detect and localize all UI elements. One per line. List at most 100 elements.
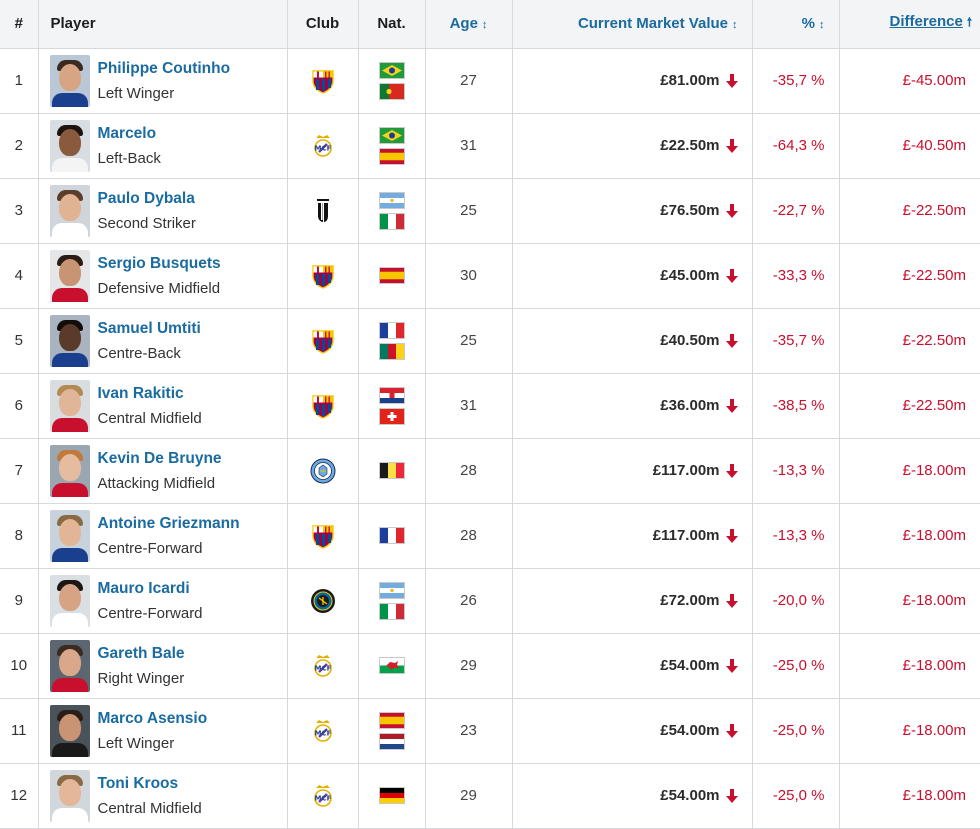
rank-cell: 6 bbox=[0, 373, 39, 439]
real-madrid-crest[interactable]: MCF bbox=[310, 718, 336, 744]
cameroon-flag-icon bbox=[379, 343, 404, 359]
header-player: Player bbox=[38, 0, 288, 49]
table-row: 12 Toni Kroos Central Midfield MCF 29 £5… bbox=[0, 763, 980, 829]
nationality-cell bbox=[358, 373, 426, 439]
croatia-flag-icon bbox=[379, 387, 404, 403]
percent-change-cell: -25,0 % bbox=[752, 698, 840, 764]
age: 31 bbox=[460, 397, 477, 414]
age: 25 bbox=[460, 332, 477, 349]
nationality-cell bbox=[358, 568, 426, 634]
fcb-crest[interactable] bbox=[310, 393, 336, 419]
player-name-link[interactable]: Samuel Umtiti bbox=[97, 319, 201, 337]
player-name-link[interactable]: Mauro Icardi bbox=[97, 579, 190, 597]
player-name-link[interactable]: Marco Asensio bbox=[97, 709, 208, 727]
club-cell: MCF bbox=[287, 763, 359, 829]
age: 26 bbox=[460, 592, 477, 609]
real-madrid-crest[interactable]: MCF bbox=[310, 653, 336, 679]
market-value-cell: £40.50m bbox=[512, 308, 753, 374]
rank: 8 bbox=[14, 527, 23, 544]
percent-change: -64,3 % bbox=[772, 137, 825, 154]
difference-cell: £-22.50m bbox=[839, 308, 980, 374]
france-flag-icon bbox=[379, 322, 404, 338]
percent-change: -35,7 % bbox=[772, 332, 825, 349]
man-city-crest[interactable] bbox=[310, 458, 336, 484]
header-age-sort[interactable]: Age ↕ bbox=[425, 0, 513, 49]
player-avatar[interactable] bbox=[49, 119, 90, 172]
percent-change-cell: -25,0 % bbox=[752, 763, 840, 829]
table-row: 5 Samuel Umtiti Centre-Back 25 £40.50m -… bbox=[0, 308, 980, 374]
market-value-cell: £22.50m bbox=[512, 113, 753, 179]
svg-text:MCF: MCF bbox=[314, 144, 331, 152]
percent-change: -20,0 % bbox=[772, 592, 825, 609]
player-avatar[interactable] bbox=[49, 314, 90, 367]
svg-text:MCF: MCF bbox=[314, 794, 331, 802]
player-name-link[interactable]: Kevin De Bruyne bbox=[97, 449, 222, 467]
argentina-flag-icon bbox=[379, 192, 404, 208]
juventus-crest[interactable] bbox=[310, 198, 336, 224]
real-madrid-crest[interactable]: MCF bbox=[310, 783, 336, 809]
rank-cell: 11 bbox=[0, 698, 39, 764]
market-value: £54.00m bbox=[660, 787, 720, 804]
player-name-link[interactable]: Paulo Dybala bbox=[97, 189, 195, 207]
percent-change: -25,0 % bbox=[772, 722, 825, 739]
difference-cell: £-18.00m bbox=[839, 503, 980, 569]
age: 29 bbox=[460, 787, 477, 804]
player-cell: Gareth Bale Right Winger bbox=[38, 633, 288, 699]
player-avatar[interactable] bbox=[49, 509, 90, 562]
age-cell: 28 bbox=[425, 438, 513, 504]
player-avatar[interactable] bbox=[49, 704, 90, 757]
player-avatar[interactable] bbox=[49, 54, 90, 107]
player-position: Centre-Back bbox=[97, 344, 181, 362]
player-avatar[interactable] bbox=[49, 379, 90, 432]
player-name-link[interactable]: Toni Kroos bbox=[97, 774, 179, 792]
player-avatar[interactable] bbox=[49, 639, 90, 692]
fcb-crest[interactable] bbox=[310, 328, 336, 354]
market-value-cell: £54.00m bbox=[512, 763, 753, 829]
player-avatar[interactable] bbox=[49, 184, 90, 237]
player-avatar[interactable] bbox=[49, 769, 90, 822]
germany-flag-icon bbox=[379, 788, 404, 803]
percent-change: -35,7 % bbox=[772, 72, 825, 89]
arrow-down-icon bbox=[725, 724, 738, 739]
table-row: 1 Philippe Coutinho Left Winger 27 £81.0… bbox=[0, 48, 980, 114]
italy-flag-icon bbox=[379, 603, 404, 619]
player-name-link[interactable]: Marcelo bbox=[97, 124, 157, 142]
header-percent-sort[interactable]: % ↕ bbox=[752, 0, 840, 49]
real-madrid-crest[interactable]: MCF bbox=[310, 133, 336, 159]
table-row: 3 Paulo Dybala Second Striker 25 £76.50m… bbox=[0, 178, 980, 244]
club-cell: MCF bbox=[287, 113, 359, 179]
player-avatar[interactable] bbox=[49, 444, 90, 497]
percent-change: -13,3 % bbox=[772, 462, 825, 479]
fcb-crest[interactable] bbox=[310, 68, 336, 94]
club-cell bbox=[287, 308, 359, 374]
belgium-flag-icon bbox=[379, 463, 404, 478]
header-difference-sort[interactable]: Difference 🠕 bbox=[839, 0, 980, 49]
nationality-cell bbox=[358, 178, 426, 244]
player-name-link[interactable]: Sergio Busquets bbox=[97, 254, 221, 272]
player-name-link[interactable]: Philippe Coutinho bbox=[97, 59, 231, 77]
market-value: £45.00m bbox=[660, 267, 720, 284]
player-name-link[interactable]: Ivan Rakitic bbox=[97, 384, 184, 402]
fcb-crest[interactable] bbox=[310, 263, 336, 289]
sort-icon: ↕ bbox=[481, 19, 488, 32]
fcb-crest[interactable] bbox=[310, 523, 336, 549]
market-value-cell: £54.00m bbox=[512, 698, 753, 764]
sort-icon: ↕ bbox=[819, 19, 825, 32]
player-name-link[interactable]: Antoine Griezmann bbox=[97, 514, 240, 532]
age: 30 bbox=[460, 267, 477, 284]
age-cell: 30 bbox=[425, 243, 513, 309]
percent-change: -13,3 % bbox=[772, 527, 825, 544]
difference-value: £-18.00m bbox=[902, 722, 966, 739]
player-avatar[interactable] bbox=[49, 249, 90, 302]
rank-cell: 7 bbox=[0, 438, 39, 504]
rank: 9 bbox=[14, 592, 23, 609]
percent-change-cell: -13,3 % bbox=[752, 503, 840, 569]
header-market-value-sort[interactable]: Current Market Value ↕ bbox=[512, 0, 753, 49]
player-name-link[interactable]: Gareth Bale bbox=[97, 644, 185, 662]
nationality-cell bbox=[358, 438, 426, 504]
portugal-flag-icon bbox=[379, 83, 404, 99]
inter-crest[interactable] bbox=[310, 588, 336, 614]
age-cell: 27 bbox=[425, 48, 513, 114]
player-avatar[interactable] bbox=[49, 574, 90, 627]
